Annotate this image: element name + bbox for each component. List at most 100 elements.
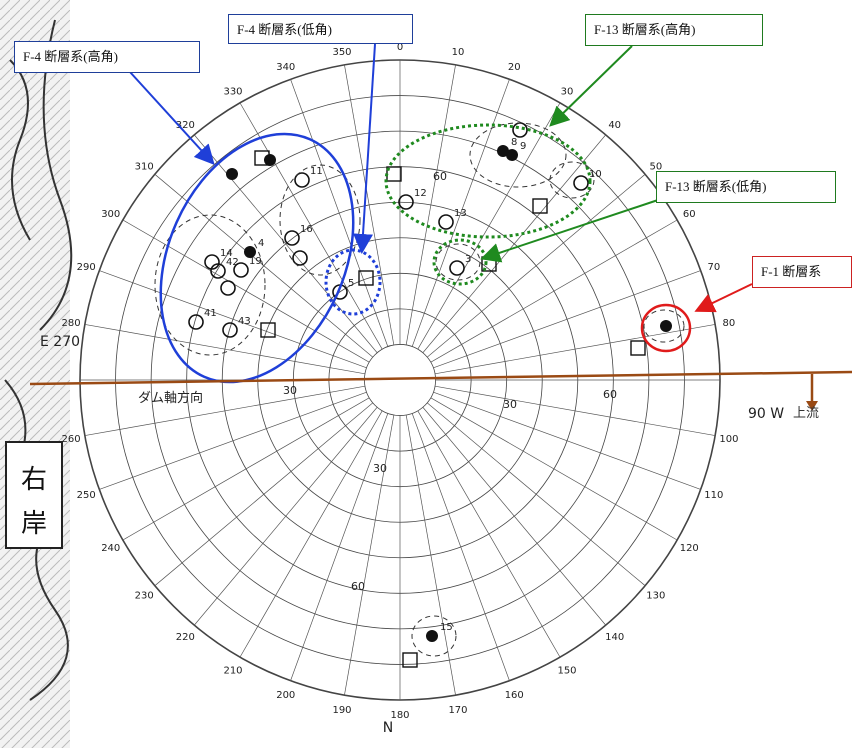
open-pole [284,230,300,246]
azimuth-label: 280 [62,318,81,329]
azimuth-line [433,270,701,369]
azimuth-line [344,64,395,346]
cluster-outline [643,309,685,343]
dip-label: 60 [603,388,617,401]
filled-pole [426,630,438,642]
pole-label: 42 [226,257,239,268]
open-pole [220,280,236,296]
open-pole [233,262,249,278]
boxed-pole [254,150,270,166]
azimuth-label: 300 [101,209,120,220]
azimuth-label: 190 [332,705,351,716]
azimuth-line [239,410,383,658]
pole-label: 13 [454,208,467,219]
dip-label: 30 [283,384,297,397]
f4-low-ellipse [324,248,382,316]
azimuth-label: 170 [448,705,467,716]
filled-pole [264,154,276,166]
azimuth-line [84,385,366,436]
map-strip: 右 岸 [0,0,73,748]
azimuth-line [405,64,456,346]
pole-label: 19 [249,256,262,267]
open-pole [438,214,454,230]
pole-label: 5 [348,278,354,289]
azimuth-label: 340 [276,62,295,73]
filled-pole [226,168,238,180]
dip-label: 30 [503,398,517,411]
azimuth-line [422,407,606,626]
open-pole [292,250,308,266]
azimuth-label: 30 [561,87,574,98]
azimuth-label: 60 [683,209,696,220]
azimuth-label: 80 [723,318,736,329]
pole-label: 11 [310,166,323,177]
azimuth-label: 260 [62,434,81,445]
azimuth-label: 110 [704,490,723,501]
azimuth-line [344,414,395,696]
map-label-bank: 岸 [21,509,47,539]
azimuth-label: 70 [707,262,720,273]
open-pole [512,122,528,138]
azimuth-line [194,407,378,626]
azimuth-line [154,174,373,358]
boxed-pole [630,340,646,356]
pole-label: 14 [220,248,233,259]
azimuth-label: 0 [397,42,403,53]
azimuth-label: 160 [505,690,524,701]
dip-label: 60 [433,170,447,183]
azimuth-label: 290 [77,262,96,273]
azimuth-line [422,134,606,353]
azimuth-label: 310 [135,161,154,172]
azimuth-line [434,324,716,375]
cluster-outline [411,615,457,657]
callout-f4-high: F-4 断層系(高角) [14,41,200,73]
azimuth-line [290,79,389,347]
pole-label: 15 [440,622,453,633]
group-outlines [159,123,692,384]
f4-high-ellipse [159,132,355,384]
azimuth-label: 40 [608,120,621,131]
pole-label: 4 [258,238,264,249]
azimuth-line [99,391,367,490]
pole-label: 9 [520,141,526,152]
cluster-outline [279,164,361,276]
azimuth-label: 150 [557,665,576,676]
azimuth-label: 200 [276,690,295,701]
open-pole [573,175,589,191]
azimuth-line [84,324,366,375]
filled-pole [497,145,509,157]
callout-f13-high: F-13 断層系(高角) [585,14,763,46]
filled-pole [506,149,518,161]
compass-label: N [383,720,393,736]
azimuth-line [99,270,367,369]
azimuth-line [405,414,456,696]
azimuth-label: 250 [77,490,96,501]
azimuth-label: 180 [390,710,409,721]
open-pole [398,194,414,210]
azimuth-line [239,102,383,350]
callout-f4-low: F-4 断層系(低角) [228,14,413,44]
pole-label: 8 [511,137,517,148]
azimuth-line [122,397,370,541]
azimuth-line [290,413,389,681]
azimuth-line [430,219,678,363]
azimuth-label: 240 [101,543,120,554]
azimuth-line [434,385,716,436]
azimuth-label: 230 [135,591,154,602]
filled-pole [660,320,672,332]
boxed-pole [402,652,418,668]
compass-label: E 270 [40,334,80,350]
boxed-pole [532,198,548,214]
azimuth-line [411,413,510,681]
cluster-outline [154,214,266,356]
dip-label: 30 [373,462,387,475]
azimuth-label: 100 [719,434,738,445]
boxed-pole [358,270,374,286]
filled-pole [244,246,256,258]
compass-label: 90 W [748,406,784,422]
open-pole [449,260,465,276]
open-pole [294,172,310,188]
f1-ellipse [640,303,692,353]
azimuth-line [427,174,646,358]
